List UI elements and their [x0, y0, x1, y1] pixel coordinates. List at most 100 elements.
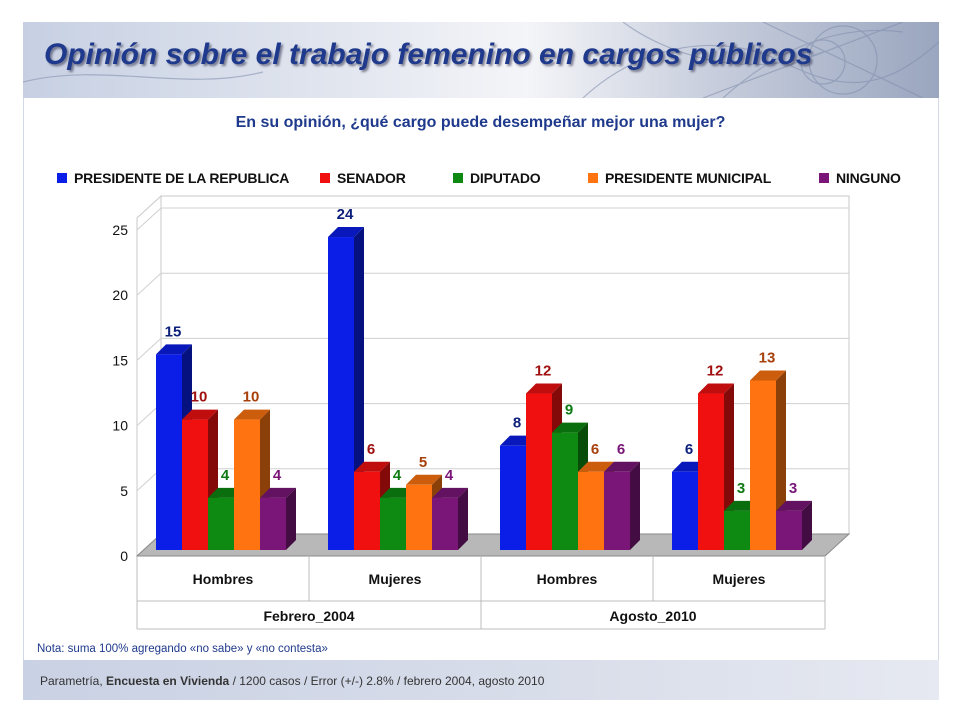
header-banner: [23, 22, 939, 98]
bar: [500, 445, 526, 550]
group-label: Febrero_2004: [263, 608, 354, 624]
bar-value-label: 6: [367, 441, 375, 458]
legend-swatch: [588, 173, 598, 183]
gridline-side: [136, 272, 162, 296]
bar: [552, 432, 578, 550]
y-tick-label: 5: [120, 483, 128, 499]
legend-item-presidente-municipal: PRESIDENTE MUNICIPAL: [588, 170, 771, 186]
bar-value-label: 4: [445, 467, 454, 484]
legend-label: DIPUTADO: [470, 170, 541, 186]
bar-top: [406, 474, 442, 485]
x-tick-label: Hombres: [537, 571, 598, 587]
bar-top: [156, 344, 192, 355]
x-tick-label: Mujeres: [369, 571, 422, 587]
bar: [432, 497, 458, 550]
y-tick-label: 20: [112, 287, 128, 303]
bar: [672, 471, 698, 550]
bar: [526, 393, 552, 550]
bar-value-label: 13: [759, 349, 776, 366]
bar-value-label: 10: [243, 389, 260, 406]
legend-item-ninguno: NINGUNO: [819, 170, 901, 186]
bar-side: [286, 487, 296, 550]
survey-name: Encuesta en Vivienda: [106, 674, 230, 688]
chart-legend: PRESIDENTE DE LA REPUBLICA SENADOR DIPUT…: [57, 170, 917, 192]
banner-decoration: [23, 22, 939, 98]
bar-value-label: 15: [165, 323, 182, 340]
bar-top: [328, 227, 364, 238]
bar: [750, 380, 776, 550]
bar-top: [698, 383, 734, 394]
x-tick-label: Mujeres: [713, 571, 766, 587]
bar-value-label: 9: [565, 402, 573, 419]
bar-value-label: 8: [513, 415, 521, 432]
bar: [234, 419, 260, 550]
chart-subtitle: En su opinión, ¿qué cargo puede desempeñ…: [235, 114, 726, 131]
bar-side: [802, 500, 812, 550]
bar: [380, 497, 406, 550]
bar: [698, 393, 724, 550]
bar-top: [578, 461, 614, 472]
bar-value-label: 6: [591, 441, 599, 458]
legend-label: SENADOR: [337, 170, 406, 186]
bar-value-label: 12: [535, 363, 552, 380]
y-tick-label: 10: [112, 418, 128, 434]
legend-item-senador: SENADOR: [320, 170, 406, 186]
bar-side: [458, 487, 468, 550]
bar-top: [432, 487, 468, 498]
bar-top: [526, 383, 562, 394]
survey-details: / 1200 casos / Error (+/-) 2.8% / febrer…: [232, 674, 545, 688]
bar: [604, 471, 630, 550]
y-tick-label: 15: [112, 352, 128, 368]
y-tick-label: 0: [120, 548, 128, 564]
x-tick-label: Hombres: [193, 571, 254, 587]
legend-label: PRESIDENTE MUNICIPAL: [605, 170, 772, 186]
gridline-side: [136, 338, 162, 361]
bar-value-label: 3: [737, 480, 745, 497]
bar-top: [552, 422, 588, 433]
bar: [724, 510, 750, 550]
bar-value-label: 5: [419, 454, 427, 471]
bar-top: [354, 461, 390, 472]
chart-floor: [135, 533, 851, 557]
bar: [578, 471, 604, 550]
source-name: Parametría,: [40, 674, 103, 688]
bar-top: [234, 409, 270, 420]
bar-side: [630, 461, 640, 550]
bar-value-label: 4: [221, 467, 230, 484]
bar: [260, 497, 286, 550]
legend-swatch: [819, 173, 829, 183]
bar-top: [776, 500, 812, 511]
legend-swatch: [57, 173, 67, 183]
bar: [354, 471, 380, 550]
bar: [328, 237, 354, 551]
y-tick-label: 25: [112, 222, 128, 238]
legend-swatch: [320, 173, 330, 183]
bar-value-label: 3: [789, 480, 797, 497]
bar: [406, 484, 432, 550]
bar: [156, 354, 182, 550]
source-line: Parametría, Encuesta en Vivienda / 1200 …: [40, 674, 544, 688]
legend-swatch: [453, 173, 463, 183]
legend-item-presidente-republica: PRESIDENTE DE LA REPUBLICA: [57, 170, 289, 186]
legend-label: NINGUNO: [836, 170, 901, 186]
legend-label: PRESIDENTE DE LA REPUBLICA: [74, 170, 290, 186]
bar: [208, 497, 234, 550]
bar-top: [750, 370, 786, 381]
group-label: Agosto_2010: [609, 608, 696, 624]
bar-value-label: 24: [337, 206, 354, 223]
bar: [182, 419, 208, 550]
bar-value-label: 6: [617, 441, 625, 458]
bar-value-label: 12: [707, 363, 724, 380]
bar-value-label: 10: [191, 389, 208, 406]
footnote: Nota: suma 100% agregando «no sabe» y «n…: [37, 643, 328, 655]
bar-top: [260, 487, 296, 498]
bar-top: [604, 461, 640, 472]
gridline-side: [136, 207, 162, 231]
bar-value-label: 4: [393, 467, 402, 484]
bar-top: [182, 409, 218, 420]
page-title: Opinión sobre el trabajo femenino en car…: [44, 38, 813, 71]
bar-value-label: 4: [273, 467, 282, 484]
legend-item-diputado: DIPUTADO: [453, 170, 541, 186]
bar: [776, 510, 802, 550]
